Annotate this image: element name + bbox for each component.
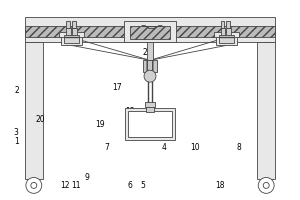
Bar [25,42,43,179]
Bar [71,28,76,42]
Bar [146,107,154,112]
Bar [147,42,153,60]
Circle shape [144,70,156,82]
Bar [226,21,230,28]
Bar [218,35,234,43]
Text: 6: 6 [128,181,133,190]
Text: 8: 8 [237,143,242,152]
Text: 17: 17 [112,83,122,92]
Bar [130,26,170,39]
Text: 7: 7 [104,143,109,152]
Text: 2: 2 [15,86,19,95]
Text: 11: 11 [71,181,80,190]
Text: 4: 4 [161,143,166,152]
Circle shape [263,182,269,188]
Bar [215,33,237,45]
Text: 12: 12 [60,181,69,190]
Bar [58,32,85,37]
Text: 21: 21 [142,48,152,57]
Text: 19: 19 [95,120,105,129]
Bar [25,26,275,37]
Bar [220,28,226,42]
Bar [214,32,239,37]
Text: 1: 1 [15,137,19,146]
Circle shape [31,182,37,188]
Text: 5: 5 [141,181,146,190]
Bar [257,42,275,179]
Text: 20: 20 [36,115,46,124]
Circle shape [258,177,274,193]
Bar [226,28,231,42]
Bar [143,60,157,72]
Bar [64,35,80,43]
Text: 13: 13 [125,107,135,116]
Bar [61,33,82,45]
Text: 10: 10 [190,143,200,152]
Circle shape [26,177,42,193]
Bar [66,21,70,28]
Text: 3: 3 [14,128,18,137]
Bar [145,102,155,107]
Bar [71,21,76,28]
Text: 18: 18 [215,181,224,190]
Text: 9: 9 [84,173,89,182]
Bar [128,111,172,137]
Bar [220,21,224,28]
Bar [124,21,176,42]
Bar [125,108,175,140]
Bar [25,17,275,42]
Bar [66,28,70,42]
